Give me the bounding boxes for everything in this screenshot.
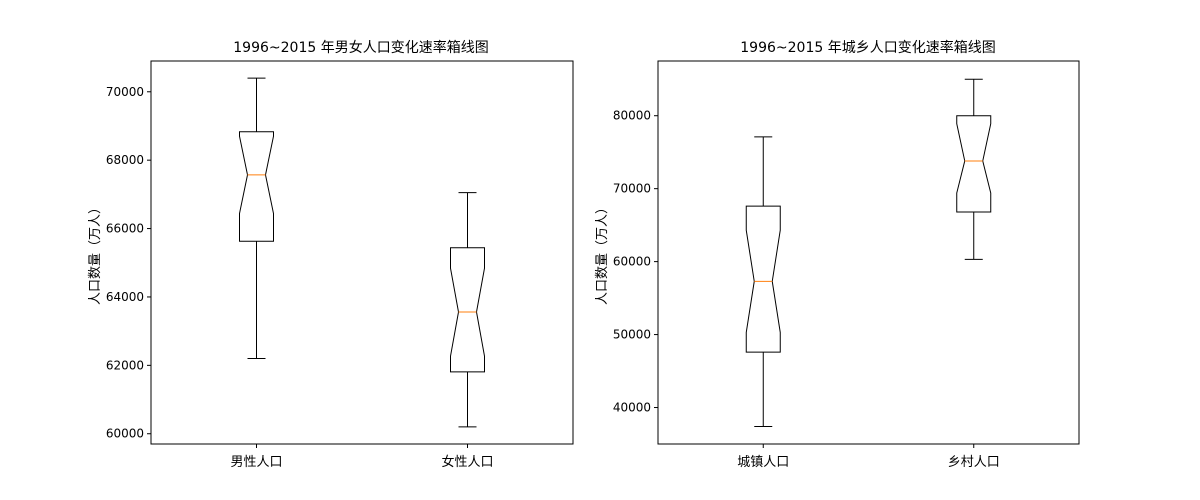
box-城镇人口 (745, 205, 781, 353)
chart-right-x-tick-label: 城镇人口 (737, 455, 789, 470)
chart-right-y-tick-label: 70000 (613, 182, 651, 196)
chart-right-y-tick-label: 40000 (613, 401, 651, 415)
chart-right-y-tick-label: 80000 (613, 109, 651, 123)
box-女性人口 (450, 247, 485, 373)
chart-right-title: 1996~2015 年城乡人口变化速率箱线图 (740, 39, 995, 56)
chart-left-y-tick-label: 66000 (106, 222, 144, 236)
chart-left-y-tick-label: 62000 (106, 358, 144, 372)
chart-left-x-tick-label: 女性人口 (441, 454, 493, 470)
chart-left: 1996~2015 年男女人口变化速率箱线图 人口数量（万人） 60000 620… (88, 39, 574, 470)
chart-left-y-axis-label: 人口数量（万人） (88, 201, 103, 305)
chart-left-title: 1996~2015 年男女人口变化速率箱线图 (233, 39, 488, 56)
chart-right: 1996~2015 年城乡人口变化速率箱线图 人口数量（万人） 40000 500… (595, 39, 1080, 470)
chart-left-y-tick-label: 64000 (106, 290, 144, 304)
chart-left-plot-area: 60000 62000 64000 66000 68000 70000 男性人口 女性人口 (106, 77, 494, 470)
chart-left-x-tick-label: 男性人口 (230, 455, 282, 470)
chart-right-y-tick-label: 60000 (613, 255, 651, 269)
chart-left-y-tick-label: 68000 (106, 153, 144, 167)
chart-left-y-tick-label: 70000 (106, 85, 144, 99)
chart-right-x-tick-label: 乡村人口 (948, 455, 1000, 470)
chart-right-y-tick-label: 50000 (613, 328, 651, 342)
chart-right-plot-area: 40000 50000 60000 70000 80000 城镇人口 乡村人口 (613, 78, 1000, 470)
chart-left-axes-frame (150, 60, 574, 445)
box-乡村人口 (956, 115, 992, 213)
chart-left-y-tick-label: 60000 (106, 427, 144, 441)
box-男性人口 (239, 131, 274, 242)
chart-right-axes-frame (657, 60, 1080, 445)
chart-right-y-axis-label: 人口数量（万人） (595, 201, 610, 305)
